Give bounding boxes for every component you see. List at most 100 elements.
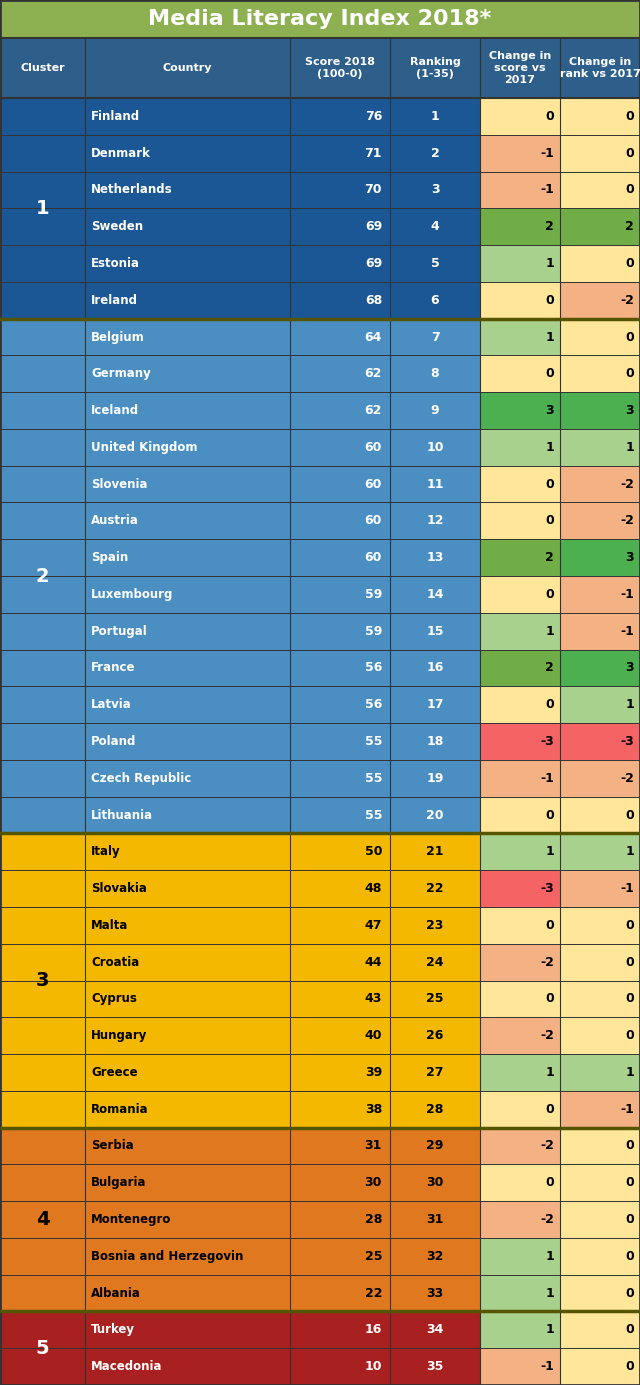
Bar [0, 134, 85, 172]
Bar [290, 503, 390, 539]
Bar [560, 1312, 640, 1348]
Text: 0: 0 [625, 109, 634, 123]
Text: 0: 0 [625, 258, 634, 270]
Bar [560, 870, 640, 907]
Text: Iceland: Iceland [91, 404, 139, 417]
Bar [0, 1127, 85, 1165]
Text: -2: -2 [540, 1140, 554, 1152]
Bar [85, 1238, 290, 1274]
Bar [390, 1165, 480, 1201]
Bar [85, 870, 290, 907]
Text: 19: 19 [426, 771, 444, 785]
Text: 0: 0 [545, 698, 554, 712]
Text: 0: 0 [545, 1102, 554, 1116]
Bar [0, 503, 85, 539]
Bar [85, 1274, 290, 1312]
Text: 0: 0 [545, 1176, 554, 1190]
Bar [480, 1274, 560, 1312]
Bar [0, 612, 85, 650]
Bar [560, 319, 640, 356]
Text: 1: 1 [545, 258, 554, 270]
Text: 2: 2 [545, 662, 554, 674]
Text: 22: 22 [365, 1287, 382, 1299]
Bar [85, 356, 290, 392]
Text: 60: 60 [365, 551, 382, 564]
Bar [390, 723, 480, 760]
Text: 30: 30 [365, 1176, 382, 1190]
Bar [290, 1054, 390, 1091]
Text: 3: 3 [625, 662, 634, 674]
Text: Poland: Poland [91, 735, 136, 748]
Bar [85, 1127, 290, 1165]
Bar [560, 1201, 640, 1238]
Bar [480, 356, 560, 392]
Bar [560, 429, 640, 465]
Bar [85, 612, 290, 650]
Bar [290, 208, 390, 245]
Bar [480, 319, 560, 356]
Text: 15: 15 [426, 625, 444, 637]
Text: 0: 0 [625, 331, 634, 343]
Bar [480, 429, 560, 465]
Text: Ranking
(1-35): Ranking (1-35) [410, 57, 460, 79]
Bar [560, 172, 640, 208]
Bar [0, 650, 85, 687]
Bar [85, 723, 290, 760]
Text: Austria: Austria [91, 514, 139, 528]
Text: Slovakia: Slovakia [91, 882, 147, 895]
Text: 1: 1 [625, 440, 634, 454]
Bar [85, 1018, 290, 1054]
Bar [290, 539, 390, 576]
Text: 70: 70 [365, 183, 382, 197]
Text: France: France [91, 662, 136, 674]
Bar [480, 1127, 560, 1165]
Bar [560, 834, 640, 870]
Bar [85, 760, 290, 796]
Text: 62: 62 [365, 367, 382, 381]
Bar [290, 319, 390, 356]
Text: Media Literacy Index 2018*: Media Literacy Index 2018* [148, 8, 492, 29]
Bar [0, 1201, 85, 1238]
Bar [390, 576, 480, 612]
Text: Croatia: Croatia [91, 956, 140, 968]
Text: 0: 0 [625, 918, 634, 932]
Text: -1: -1 [620, 882, 634, 895]
Text: 1: 1 [545, 625, 554, 637]
Text: 9: 9 [431, 404, 439, 417]
Text: Luxembourg: Luxembourg [91, 587, 173, 601]
Bar [480, 1312, 560, 1348]
Bar [560, 539, 640, 576]
Bar [390, 208, 480, 245]
Text: 71: 71 [365, 147, 382, 159]
Text: 0: 0 [545, 587, 554, 601]
Bar [480, 172, 560, 208]
Bar [85, 796, 290, 834]
Bar [480, 1018, 560, 1054]
Text: -2: -2 [540, 956, 554, 968]
Text: 43: 43 [365, 993, 382, 1006]
Text: 1: 1 [625, 1066, 634, 1079]
Text: Slovenia: Slovenia [91, 478, 147, 490]
Text: 16: 16 [426, 662, 444, 674]
Bar [560, 760, 640, 796]
Bar [85, 576, 290, 612]
Bar [560, 723, 640, 760]
Bar [480, 1054, 560, 1091]
Bar [290, 576, 390, 612]
Text: 13: 13 [426, 551, 444, 564]
Bar [390, 612, 480, 650]
Text: 64: 64 [365, 331, 382, 343]
Text: 20: 20 [426, 809, 444, 821]
Bar [390, 465, 480, 503]
Bar [0, 356, 85, 392]
Bar [390, 1018, 480, 1054]
Bar [390, 172, 480, 208]
Bar [85, 172, 290, 208]
Bar [0, 539, 85, 576]
Bar [85, 1165, 290, 1201]
Text: 0: 0 [625, 1213, 634, 1226]
Bar [390, 834, 480, 870]
Bar [560, 1348, 640, 1385]
Text: 33: 33 [426, 1287, 444, 1299]
Bar [0, 1165, 85, 1201]
